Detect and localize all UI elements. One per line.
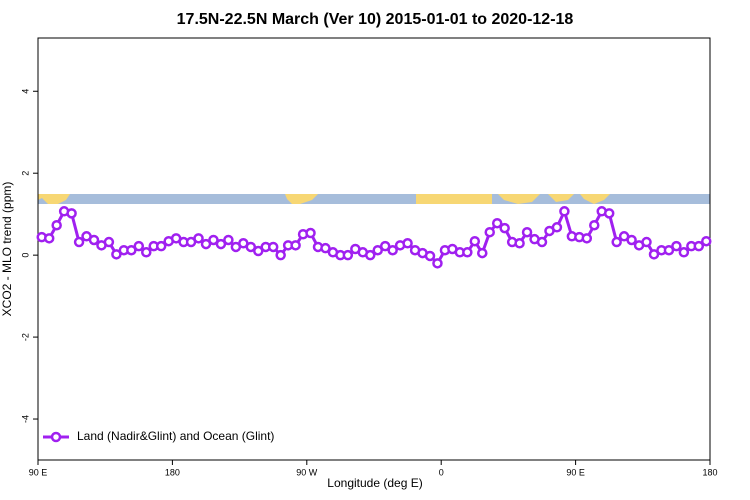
- data-point: [365, 249, 376, 261]
- data-point: [342, 249, 354, 261]
- x-tick-label: 180: [702, 467, 717, 477]
- data-point: [432, 258, 443, 269]
- data-point: [155, 240, 167, 252]
- data-point: [133, 240, 145, 252]
- data-point: [678, 247, 690, 258]
- legend-label: Land (Nadir&Glint) and Ocean (Glint): [77, 429, 274, 443]
- land-patch: [285, 194, 318, 204]
- data-point: [424, 250, 436, 262]
- data-point: [641, 236, 652, 248]
- data-point: [215, 238, 227, 250]
- data-point: [693, 240, 705, 252]
- y-tick-label: -2: [20, 333, 30, 341]
- data-point: [66, 208, 77, 219]
- data-point: [551, 222, 563, 233]
- data-point: [671, 240, 682, 252]
- data-point: [469, 235, 481, 247]
- data-point: [245, 241, 257, 253]
- data-point: [305, 227, 316, 239]
- data-point: [387, 244, 398, 256]
- data-point: [253, 245, 264, 257]
- data-point: [200, 238, 212, 250]
- data-point: [267, 241, 279, 253]
- data-point: [43, 233, 55, 244]
- x-tick-label: 90 E: [29, 467, 48, 477]
- data-point: [111, 249, 122, 260]
- plot-frame: [37, 37, 711, 461]
- chart-title: 17.5N-22.5N March (Ver 10) 2015-01-01 to…: [177, 11, 574, 28]
- data-point: [499, 222, 510, 234]
- y-axis-label: XCO2 - MLO trend (ppm): [0, 182, 14, 317]
- data-point: [514, 238, 525, 249]
- legend-marker: [50, 431, 62, 443]
- data-point: [402, 238, 413, 249]
- data-point: [379, 240, 391, 252]
- data-point: [477, 247, 488, 259]
- data-point: [521, 226, 533, 238]
- data-point: [193, 233, 204, 244]
- data-point: [581, 233, 593, 244]
- land-patch: [548, 194, 574, 202]
- data-point: [663, 244, 675, 256]
- data-point: [126, 244, 137, 256]
- x-tick-label: 90 W: [296, 467, 318, 477]
- land-mask: [38, 194, 710, 204]
- data-point: [320, 242, 331, 254]
- data-point: [603, 208, 615, 219]
- data-point: [701, 235, 712, 247]
- data-point: [536, 236, 548, 248]
- data-point: [462, 247, 473, 258]
- x-tick-label: 180: [165, 467, 180, 477]
- ocean-strip: [38, 194, 710, 204]
- y-tick-label: -4: [20, 415, 30, 423]
- x-tick-label: 0: [439, 467, 444, 477]
- data-point: [589, 219, 600, 231]
- data-point: [275, 249, 286, 261]
- data-point: [88, 234, 100, 246]
- data-point: [208, 234, 219, 246]
- data-point: [290, 240, 301, 251]
- data-point: [103, 236, 115, 248]
- y-tick-label: 2: [20, 171, 30, 176]
- x-axis-label: Longitude (deg E): [327, 476, 422, 490]
- data-point: [223, 234, 234, 246]
- x-tick-label: 90 E: [566, 467, 585, 477]
- land-patch: [498, 194, 540, 204]
- y-tick-label: 4: [20, 89, 30, 94]
- y-tick-label: 0: [20, 253, 30, 258]
- data-point: [626, 234, 637, 246]
- data-point: [648, 249, 660, 260]
- data-point: [73, 236, 85, 248]
- data-point: [141, 247, 152, 258]
- land-patch: [580, 194, 610, 204]
- data-point: [51, 219, 62, 231]
- data-point: [484, 226, 495, 238]
- data-point: [611, 236, 622, 248]
- data-point: [372, 244, 383, 256]
- data-point: [491, 217, 503, 229]
- land-patch: [38, 194, 70, 204]
- land-patch: [416, 194, 492, 204]
- data-point: [559, 206, 570, 217]
